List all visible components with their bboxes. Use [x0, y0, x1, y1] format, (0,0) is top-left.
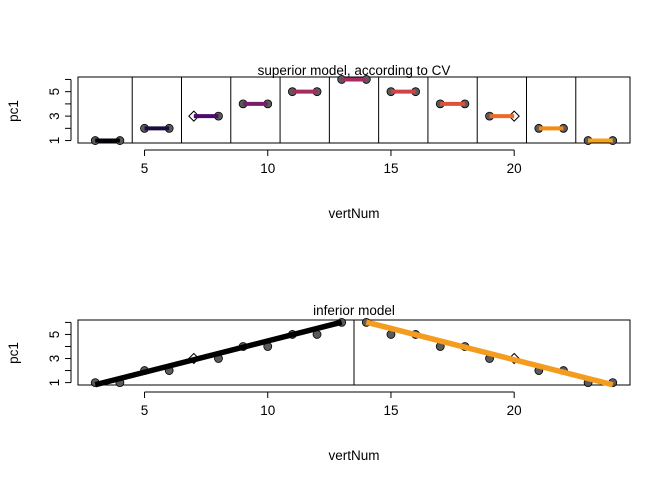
y-tick-label: 3	[47, 112, 62, 120]
y-axis-label: pc1	[6, 100, 21, 122]
x-tick-label: 5	[141, 403, 149, 418]
x-tick-label: 15	[383, 403, 398, 418]
superior-model-panel: superior model, according to CV pc1 vert…	[6, 63, 631, 221]
y-tick-label: 1	[47, 137, 62, 145]
fitted-segment	[365, 319, 614, 388]
x-tick-label: 15	[383, 161, 398, 176]
y-axis-label: pc1	[6, 342, 21, 364]
y-tick-label: 3	[47, 355, 62, 363]
x-axis-label: vertNum	[328, 206, 379, 221]
y-tick-label: 5	[47, 88, 62, 96]
x-tick-label: 20	[507, 403, 522, 418]
x-axis-label: vertNum	[328, 448, 379, 463]
x-tick-label: 5	[141, 161, 149, 176]
panel-title: superior model, according to CV	[258, 63, 451, 78]
x-tick-label: 10	[260, 161, 275, 176]
y-tick-label: 1	[47, 379, 62, 387]
y-tick-label: 5	[47, 331, 62, 339]
inferior-model-panel: inferior model pc1 vertNum 5 10 15 20 1 3 5	[6, 303, 631, 463]
panel-title: inferior model	[313, 303, 395, 318]
fitted-segment	[94, 319, 343, 388]
x-tick-label: 20	[507, 161, 522, 176]
plot-frame	[77, 76, 631, 144]
x-tick-label: 10	[260, 403, 275, 418]
